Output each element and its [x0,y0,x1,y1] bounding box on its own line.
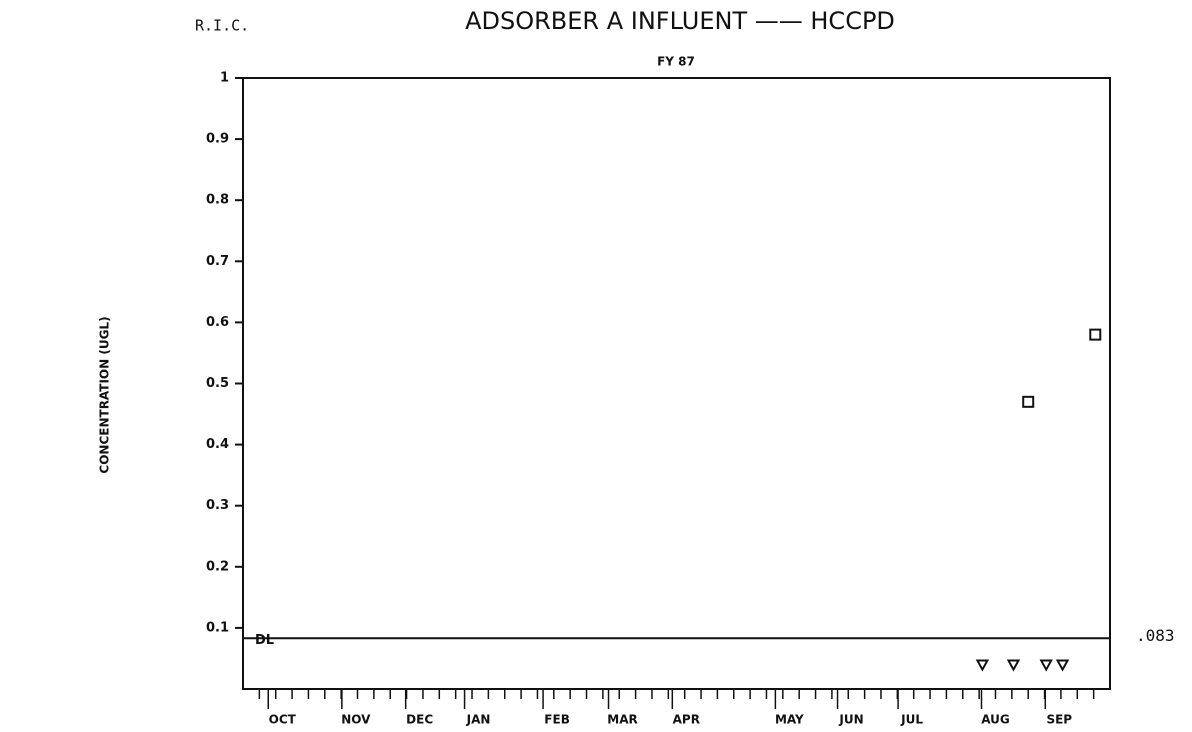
square-marker [1089,328,1102,341]
y-axis-label: CONCENTRATION (UGL) [98,316,112,473]
triangle-marker [1006,659,1021,672]
y-tick-label: 0.8 [206,193,229,208]
x-tick-label: AUG [981,713,1010,727]
x-tick-label: DEC [406,713,433,727]
x-tick-label: FEB [544,713,570,727]
y-tick-label: 0.3 [206,498,229,513]
triangle-marker [1039,659,1053,672]
x-tick-label: MAR [607,713,637,727]
chart-title: ADSORBER A INFLUENT —— HCCPD [465,7,895,35]
y-tick-label: 0.2 [206,559,229,574]
y-tick-label: 0.5 [206,376,229,391]
detection-limit-value: .083 [1136,626,1175,645]
plot-frame [242,77,1111,690]
x-tick-label: MAY [775,713,804,727]
x-tick-label: JUL [900,713,923,727]
x-tick-label: APR [673,713,700,727]
triangle-marker [975,659,990,672]
y-tick-label: 0.1 [206,620,229,635]
triangle-marker [1055,659,1070,672]
y-tick-label: 0.4 [206,437,229,452]
y-tick-label: 1 [220,71,229,86]
x-tick-label: JUN [838,713,863,727]
x-tick-label: NOV [341,713,371,727]
y-tick-label: 0.6 [206,315,229,330]
x-tick-label: OCT [269,713,297,727]
x-tick-label: JAN [466,713,491,727]
x-tick-label: SEP [1046,713,1072,727]
chart-subtitle: FY 87 [657,55,695,69]
lab-label: R.I.C. [195,17,249,35]
y-tick-label: 0.9 [206,132,229,147]
detection-limit-label: DL [255,633,274,648]
square-marker [1022,395,1035,408]
y-tick-label: 0.7 [206,254,229,269]
